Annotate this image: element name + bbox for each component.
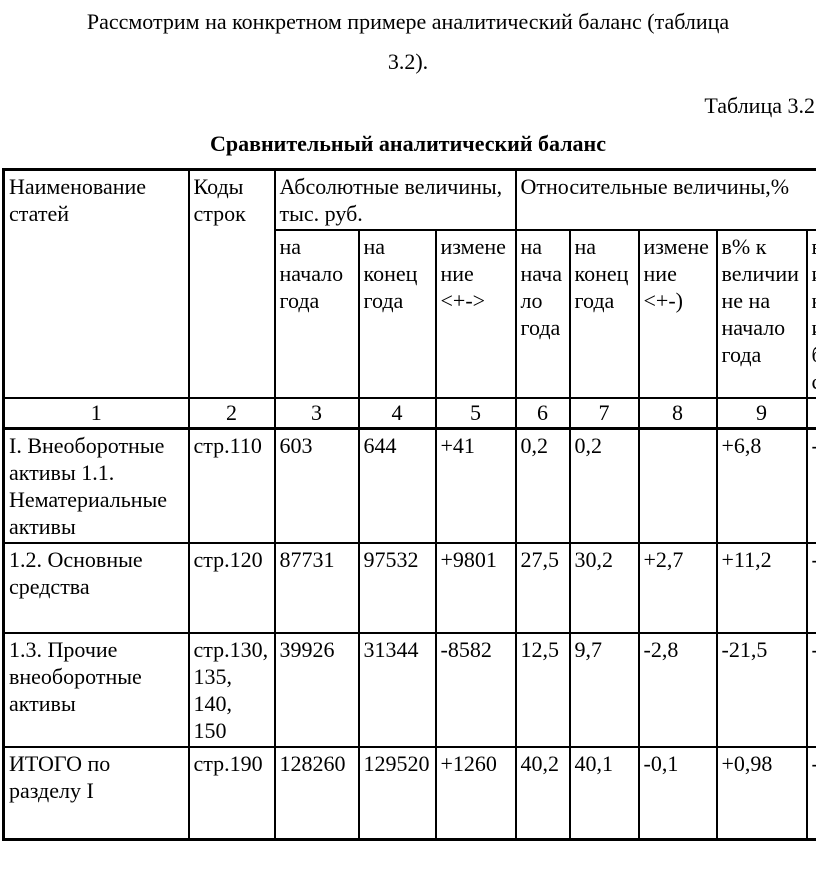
cell-abs-end: 31344: [357, 632, 437, 748]
table-row: 1.2. Основные средства стр.120 87731 975…: [2, 542, 816, 634]
column-number: 2: [187, 397, 276, 430]
intro-paragraph-line1: Рассмотрим на конкретном примере аналити…: [86, 9, 730, 34]
cell-abs-end: 129520: [357, 746, 437, 840]
cell-pct-to-start: +11,2: [715, 542, 808, 634]
column-number: 10: [805, 397, 816, 430]
cell-rel-start: 27,5: [514, 542, 571, 634]
cell-article-name: 1.2. Основные средства: [2, 542, 190, 634]
header-rel-end: на конец года: [568, 229, 640, 399]
cell-article-name: I. Внеоборотные активы 1.1. Нематериальн…: [2, 427, 190, 544]
cell-abs-start: 603: [273, 427, 360, 544]
cell-abs-end: 97532: [357, 542, 437, 634]
cell-rel-end: 30,2: [568, 542, 640, 634]
cell-pct-to-start: +0,98: [715, 746, 808, 840]
cell-pct-to-start: -21,5: [715, 632, 808, 748]
comparative-balance-table: Наименование статей Коды строк Абсолютны…: [2, 168, 816, 841]
column-number: 4: [357, 397, 437, 430]
header-rel-start: на нача ло года: [514, 229, 571, 399]
header-pct-to-total: в% к измене нию итога балан са: [805, 229, 816, 399]
cell-rel-start: 12,5: [514, 632, 571, 748]
cell-article-name: 1.3. Прочие внеоборотные активы: [2, 632, 190, 748]
cell-rel-end: 0,2: [568, 427, 640, 544]
cell-abs-start: 128260: [273, 746, 360, 840]
intro-paragraph-line2: 3.2).: [387, 49, 429, 74]
cell-code: стр.120: [187, 542, 276, 634]
cell-abs-change: +1260: [434, 746, 517, 840]
cell-abs-change: -8582: [434, 632, 517, 748]
column-number: 6: [514, 397, 571, 430]
cell-rel-change: +2,7: [637, 542, 718, 634]
cell-rel-change: -0,1: [637, 746, 718, 840]
header-abs-end: на конец года: [357, 229, 437, 399]
column-number-row: 1 2 3 4 5 6 7 8 9 10: [2, 397, 816, 430]
column-number: 9: [715, 397, 808, 430]
cell-pct-to-total: -: [805, 632, 816, 748]
cell-rel-end: 9,7: [568, 632, 640, 748]
column-number: 1: [2, 397, 190, 430]
header-codes: Коды строк: [187, 168, 276, 399]
cell-pct-to-start: +6,8: [715, 427, 808, 544]
header-abs-change: измене ние <+->: [434, 229, 517, 399]
cell-code: стр.190: [187, 746, 276, 840]
cell-pct-to-total: -: [805, 542, 816, 634]
column-number: 8: [637, 397, 718, 430]
cell-rel-start: 0,2: [514, 427, 571, 544]
cell-abs-start: 87731: [273, 542, 360, 634]
header-relative-group: Относительные величины,%: [514, 168, 816, 231]
cell-abs-end: 644: [357, 427, 437, 544]
column-number: 7: [568, 397, 640, 430]
cell-code: стр.110: [187, 427, 276, 544]
header-pct-to-start: в% к величии не на начало года: [715, 229, 808, 399]
header-name: Наименование статей: [2, 168, 190, 399]
table-row-total: ИТОГО по разделу I стр.190 128260 129520…: [2, 746, 816, 840]
table-title: Сравнительный аналитический баланс: [209, 131, 606, 156]
header-group-row: Наименование статей Коды строк Абсолютны…: [2, 168, 816, 399]
cell-code: стр.130, 135, 140, 150: [187, 632, 276, 748]
cell-pct-to-total: -: [805, 746, 816, 840]
header-sub-row: на начало года на конец года измене ние …: [4, 229, 816, 399]
column-number: 5: [434, 397, 517, 430]
cell-rel-change: [637, 427, 718, 544]
header-absolute-group: Абсолютные величины, тыс. руб.: [273, 168, 517, 231]
table-caption: Таблица 3.2: [704, 93, 815, 118]
cell-pct-to-total: -: [805, 427, 816, 544]
header-abs-start: на начало года: [273, 229, 360, 399]
cell-abs-change: +9801: [434, 542, 517, 634]
cell-abs-change: +41: [434, 427, 517, 544]
cell-abs-start: 39926: [273, 632, 360, 748]
table-row: I. Внеоборотные активы 1.1. Нематериальн…: [2, 427, 816, 544]
cell-rel-end: 40,1: [568, 746, 640, 840]
header-rel-change: измене ние <+-): [637, 229, 718, 399]
table-row: 1.3. Прочие внеоборотные активы стр.130,…: [2, 632, 816, 748]
cell-article-name: ИТОГО по разделу I: [2, 746, 190, 840]
column-number: 3: [273, 397, 360, 430]
cell-rel-change: -2,8: [637, 632, 718, 748]
cell-rel-start: 40,2: [514, 746, 571, 840]
